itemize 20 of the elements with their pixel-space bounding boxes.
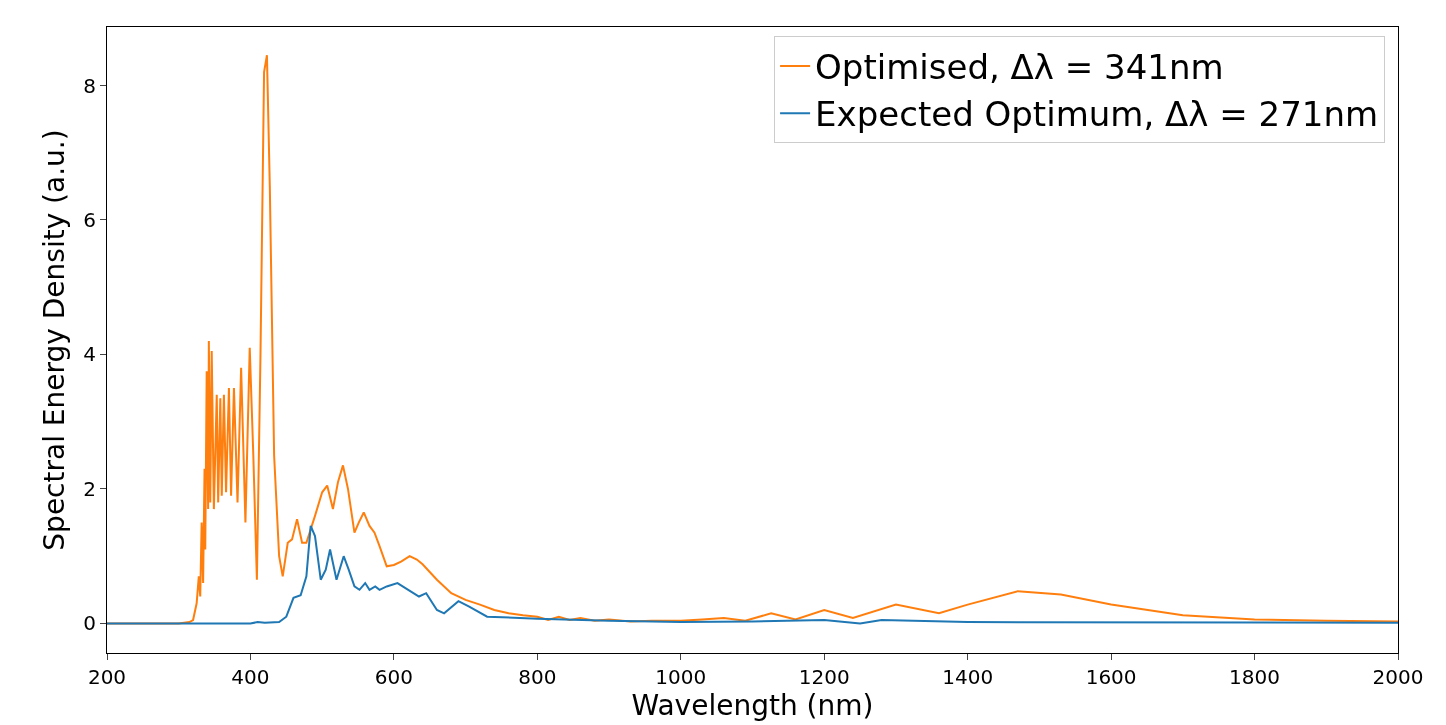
legend-label: Expected Optimum, Δλ = 271nm <box>815 94 1379 135</box>
x-tick-label: 1600 <box>1085 665 1137 689</box>
x-tick-label: 1200 <box>798 665 850 689</box>
x-tick-label: 800 <box>518 665 557 689</box>
x-tick-label: 400 <box>231 665 270 689</box>
legend-label: Optimised, Δλ = 341nm <box>815 47 1224 88</box>
x-tick-label: 600 <box>374 665 413 689</box>
x-tick-label: 200 <box>87 665 127 689</box>
x-tick-label: 1000 <box>655 665 707 689</box>
x-tick-label: 1800 <box>1229 665 1281 689</box>
y-tick-label: 8 <box>83 73 96 98</box>
y-tick-label: 2 <box>83 476 96 501</box>
x-tick-label: 2000 <box>1372 665 1424 689</box>
x-axis-title: Wavelength (nm) <box>631 689 874 722</box>
y-tick-label: 4 <box>83 342 96 367</box>
x-tick-label: 1400 <box>942 665 994 689</box>
line-series <box>107 524 1398 625</box>
y-tick-label: 6 <box>83 207 96 232</box>
y-axis-title: Spectral Energy Density (a.u.) <box>37 129 71 551</box>
y-tick-label: 0 <box>83 611 96 636</box>
